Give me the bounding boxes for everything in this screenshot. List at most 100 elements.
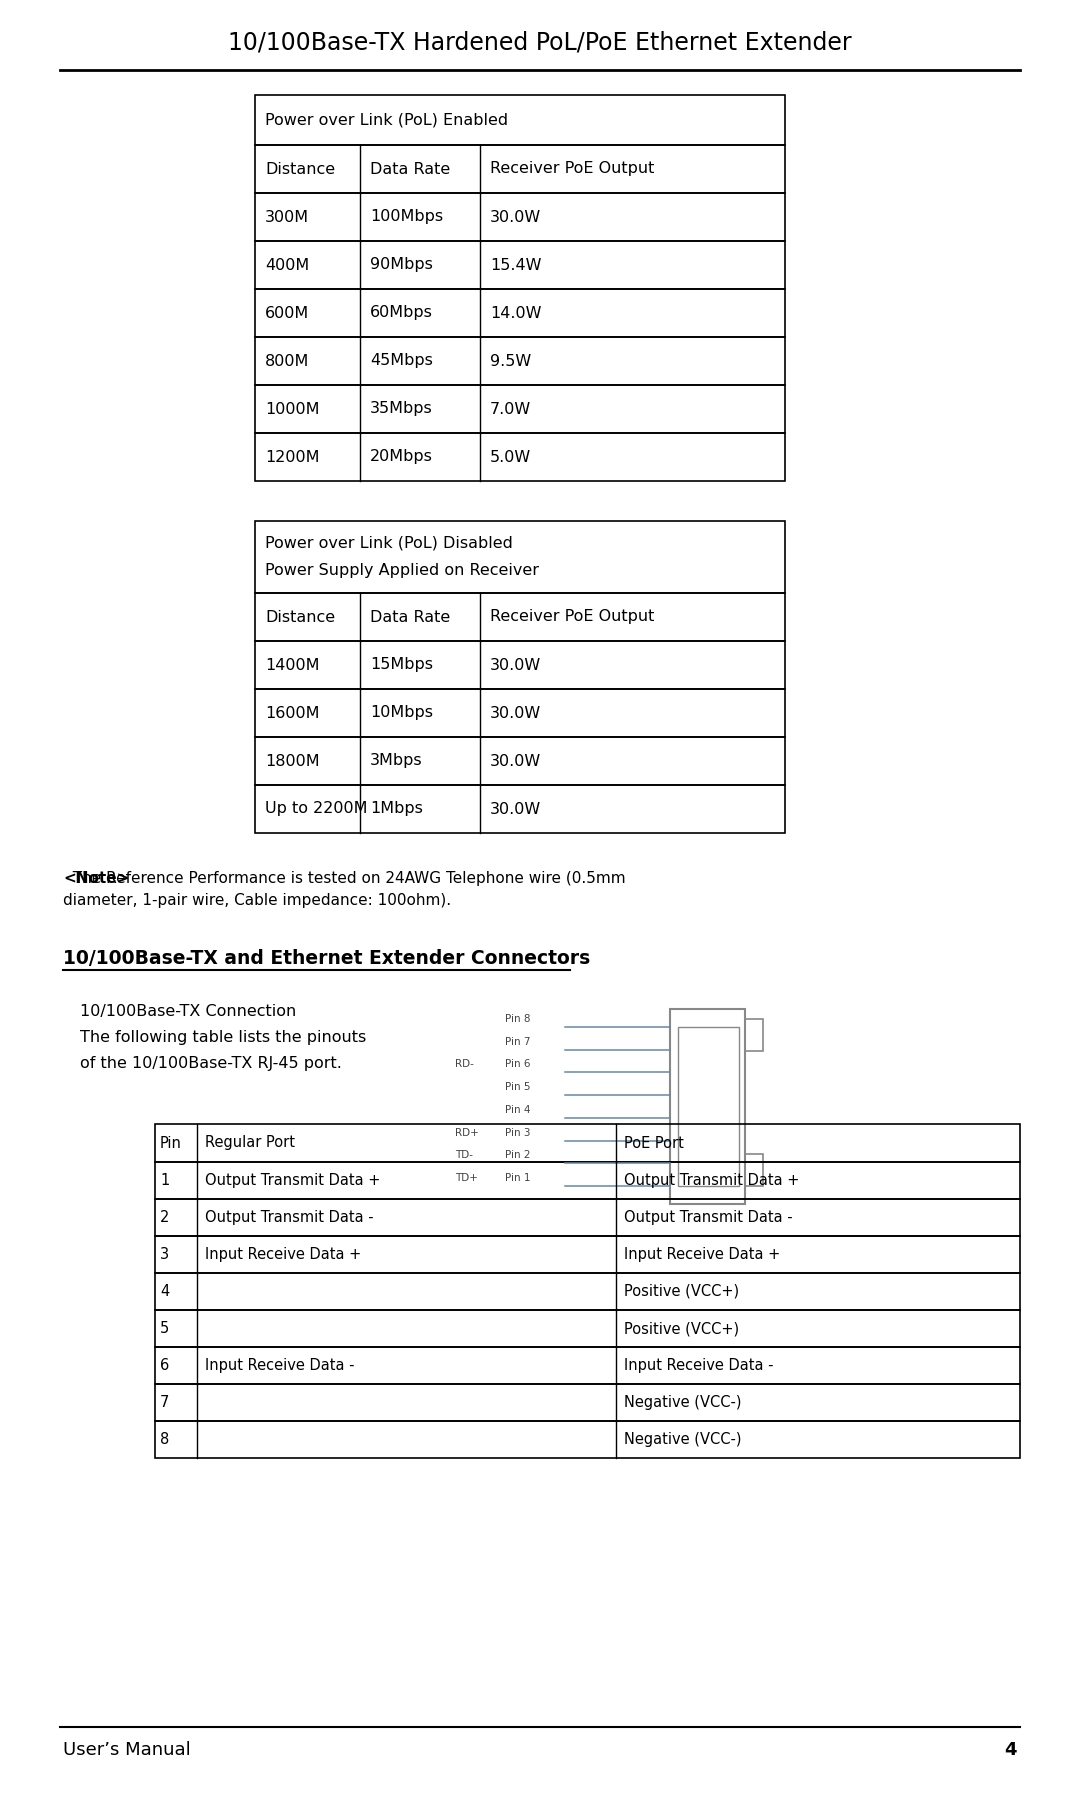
Text: 400M: 400M <box>265 257 309 273</box>
Text: Pin 2: Pin 2 <box>505 1151 530 1160</box>
Bar <box>255 784 785 833</box>
Text: Receiver PoE Output: Receiver PoE Output <box>490 610 654 625</box>
Bar <box>255 95 785 145</box>
Bar <box>745 1020 762 1052</box>
Text: Negative (VCC-): Negative (VCC-) <box>624 1432 742 1447</box>
Text: 10/100Base-TX and Ethernet Extender Connectors: 10/100Base-TX and Ethernet Extender Conn… <box>63 950 591 968</box>
Text: 1000M: 1000M <box>265 402 320 416</box>
Bar <box>255 641 785 689</box>
Text: Output Transmit Data +: Output Transmit Data + <box>624 1172 799 1188</box>
Text: 30.0W: 30.0W <box>490 802 541 817</box>
Text: 30.0W: 30.0W <box>490 657 541 673</box>
Text: Pin 1: Pin 1 <box>505 1172 530 1183</box>
Bar <box>255 521 785 592</box>
Text: of the 10/100Base-TX RJ-45 port.: of the 10/100Base-TX RJ-45 port. <box>80 1055 342 1072</box>
Text: Positive (VCC+): Positive (VCC+) <box>624 1283 739 1300</box>
Bar <box>678 1027 739 1186</box>
Bar <box>255 145 785 194</box>
Text: Input Receive Data +: Input Receive Data + <box>624 1248 780 1262</box>
Text: Pin 8: Pin 8 <box>505 1014 530 1023</box>
Text: 90Mbps: 90Mbps <box>370 257 433 273</box>
Text: 5: 5 <box>160 1321 170 1335</box>
Text: <Note>: <Note> <box>63 871 130 887</box>
Text: Pin 7: Pin 7 <box>505 1038 530 1046</box>
Text: 1600M: 1600M <box>265 705 320 720</box>
Text: 20Mbps: 20Mbps <box>370 449 433 465</box>
Text: 100Mbps: 100Mbps <box>370 210 443 224</box>
Text: 2: 2 <box>160 1210 170 1224</box>
Text: Data Rate: Data Rate <box>370 162 450 176</box>
Text: 8: 8 <box>160 1432 170 1447</box>
Text: 30.0W: 30.0W <box>490 210 541 224</box>
Text: RD+: RD+ <box>455 1127 478 1138</box>
Bar <box>156 1346 1020 1384</box>
Text: Input Receive Data +: Input Receive Data + <box>205 1248 361 1262</box>
Text: Pin: Pin <box>160 1136 181 1151</box>
Text: Input Receive Data -: Input Receive Data - <box>624 1359 773 1373</box>
Bar <box>156 1273 1020 1310</box>
Text: 600M: 600M <box>265 305 309 321</box>
Text: 9.5W: 9.5W <box>490 354 531 368</box>
Bar <box>255 592 785 641</box>
Text: Pin 4: Pin 4 <box>505 1106 530 1115</box>
Bar <box>156 1124 1020 1161</box>
Bar <box>255 384 785 433</box>
Text: Pin 6: Pin 6 <box>505 1059 530 1070</box>
Bar <box>745 1154 762 1186</box>
Bar <box>255 689 785 738</box>
Text: TD+: TD+ <box>455 1172 477 1183</box>
Text: User’s Manual: User’s Manual <box>63 1741 191 1759</box>
Bar <box>255 194 785 241</box>
Text: Data Rate: Data Rate <box>370 610 450 625</box>
Bar <box>156 1199 1020 1237</box>
Text: diameter, 1-pair wire, Cable impedance: 100ohm).: diameter, 1-pair wire, Cable impedance: … <box>63 892 451 908</box>
Text: 60Mbps: 60Mbps <box>370 305 433 321</box>
Text: Power Supply Applied on Receiver: Power Supply Applied on Receiver <box>265 564 539 578</box>
Text: 30.0W: 30.0W <box>490 754 541 768</box>
Text: The Reference Performance is tested on 24AWG Telephone wire (0.5mm: The Reference Performance is tested on 2… <box>63 871 625 887</box>
Bar <box>255 289 785 337</box>
Bar <box>255 738 785 784</box>
Text: 4: 4 <box>1004 1741 1017 1759</box>
Bar <box>156 1310 1020 1346</box>
Text: Input Receive Data -: Input Receive Data - <box>205 1359 354 1373</box>
Text: 300M: 300M <box>265 210 309 224</box>
Bar <box>156 1161 1020 1199</box>
Text: Pin 3: Pin 3 <box>505 1127 530 1138</box>
Bar <box>156 1237 1020 1273</box>
Text: Distance: Distance <box>265 162 335 176</box>
Text: 1Mbps: 1Mbps <box>370 802 423 817</box>
Text: 1800M: 1800M <box>265 754 320 768</box>
Text: 7.0W: 7.0W <box>490 402 531 416</box>
Text: 10/100Base-TX Connection: 10/100Base-TX Connection <box>80 1003 296 1020</box>
Text: Receiver PoE Output: Receiver PoE Output <box>490 162 654 176</box>
Text: 35Mbps: 35Mbps <box>370 402 433 416</box>
Text: 1400M: 1400M <box>265 657 320 673</box>
Text: 10/100Base-TX Hardened PoL/PoE Ethernet Extender: 10/100Base-TX Hardened PoL/PoE Ethernet … <box>228 31 852 54</box>
Text: TD-: TD- <box>455 1151 473 1160</box>
Text: Power over Link (PoL) Enabled: Power over Link (PoL) Enabled <box>265 113 508 127</box>
Text: 7: 7 <box>160 1395 170 1411</box>
Text: Output Transmit Data -: Output Transmit Data - <box>205 1210 374 1224</box>
Text: 10Mbps: 10Mbps <box>370 705 433 720</box>
Text: 14.0W: 14.0W <box>490 305 541 321</box>
Text: RD-: RD- <box>455 1059 474 1070</box>
Text: Positive (VCC+): Positive (VCC+) <box>624 1321 739 1335</box>
Text: 30.0W: 30.0W <box>490 705 541 720</box>
Bar <box>255 433 785 481</box>
Text: 1: 1 <box>160 1172 170 1188</box>
Text: 4: 4 <box>160 1283 170 1300</box>
Bar <box>156 1422 1020 1458</box>
Bar <box>156 1384 1020 1422</box>
Text: Output Transmit Data -: Output Transmit Data - <box>624 1210 793 1224</box>
Text: 1200M: 1200M <box>265 449 320 465</box>
Bar <box>255 241 785 289</box>
Text: 15.4W: 15.4W <box>490 257 541 273</box>
Text: Distance: Distance <box>265 610 335 625</box>
Text: Regular Port: Regular Port <box>205 1136 295 1151</box>
Text: 45Mbps: 45Mbps <box>370 354 433 368</box>
Text: 3Mbps: 3Mbps <box>370 754 422 768</box>
Text: Power over Link (PoL) Disabled: Power over Link (PoL) Disabled <box>265 535 513 551</box>
Text: Pin 5: Pin 5 <box>505 1082 530 1091</box>
Text: The following table lists the pinouts: The following table lists the pinouts <box>80 1030 366 1045</box>
